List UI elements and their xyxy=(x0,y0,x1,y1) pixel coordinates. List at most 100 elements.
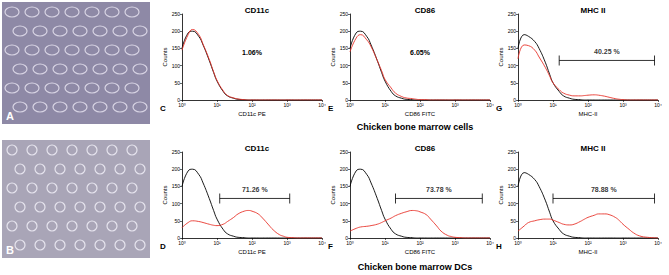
svg-text:10⁴: 10⁴ xyxy=(318,240,326,246)
svg-text:10⁴: 10⁴ xyxy=(318,102,326,108)
svg-text:10⁴: 10⁴ xyxy=(654,102,662,108)
svg-text:1.06%: 1.06% xyxy=(242,49,263,56)
svg-text:10⁰: 10⁰ xyxy=(346,240,354,246)
svg-text:H: H xyxy=(496,242,502,251)
svg-text:0: 0 xyxy=(513,235,516,241)
svg-text:10⁰: 10⁰ xyxy=(514,240,522,246)
svg-text:200: 200 xyxy=(172,166,181,172)
svg-text:10²: 10² xyxy=(248,102,256,108)
svg-text:100: 100 xyxy=(340,63,349,69)
svg-text:Counts: Counts xyxy=(330,47,336,66)
svg-text:10¹: 10¹ xyxy=(213,240,221,246)
svg-text:73.78 %: 73.78 % xyxy=(426,186,452,193)
svg-text:Counts: Counts xyxy=(498,185,504,204)
svg-text:C: C xyxy=(160,104,166,113)
svg-text:200: 200 xyxy=(508,166,517,172)
svg-text:Counts: Counts xyxy=(498,47,504,66)
svg-text:150: 150 xyxy=(172,183,181,189)
svg-text:100: 100 xyxy=(508,201,517,207)
svg-text:200: 200 xyxy=(508,28,517,34)
svg-text:10¹: 10¹ xyxy=(213,102,221,108)
svg-text:100: 100 xyxy=(340,201,349,207)
svg-text:200: 200 xyxy=(340,28,349,34)
svg-text:50: 50 xyxy=(342,80,348,86)
svg-text:250: 250 xyxy=(508,11,517,17)
svg-text:MHC-II: MHC-II xyxy=(579,111,598,117)
svg-text:100: 100 xyxy=(172,63,181,69)
svg-text:CD11c: CD11c xyxy=(245,6,270,15)
svg-text:0: 0 xyxy=(177,235,180,241)
svg-text:250: 250 xyxy=(172,149,181,155)
svg-text:10⁰: 10⁰ xyxy=(178,240,186,246)
svg-text:Counts: Counts xyxy=(162,185,168,204)
svg-text:150: 150 xyxy=(508,183,517,189)
svg-text:10⁰: 10⁰ xyxy=(346,102,354,108)
svg-text:200: 200 xyxy=(340,166,349,172)
svg-text:0: 0 xyxy=(345,97,348,103)
svg-text:10⁰: 10⁰ xyxy=(178,102,186,108)
svg-text:250: 250 xyxy=(172,11,181,17)
svg-text:CD86 FITC: CD86 FITC xyxy=(405,249,436,255)
svg-text:10³: 10³ xyxy=(619,102,627,108)
svg-text:10¹: 10¹ xyxy=(381,240,389,246)
svg-text:10²: 10² xyxy=(416,102,424,108)
svg-text:10¹: 10¹ xyxy=(381,102,389,108)
svg-text:10³: 10³ xyxy=(283,102,291,108)
svg-text:10³: 10³ xyxy=(619,240,627,246)
svg-text:A: A xyxy=(6,110,14,122)
svg-text:CD11c PE: CD11c PE xyxy=(238,249,266,255)
svg-text:MHC-II: MHC-II xyxy=(579,249,598,255)
svg-text:Counts: Counts xyxy=(162,47,168,66)
svg-text:E: E xyxy=(328,104,334,113)
svg-text:10¹: 10¹ xyxy=(549,240,557,246)
svg-text:10¹: 10¹ xyxy=(549,102,557,108)
svg-text:6.05%: 6.05% xyxy=(410,49,431,56)
svg-text:0: 0 xyxy=(177,97,180,103)
svg-text:Counts: Counts xyxy=(330,185,336,204)
svg-text:0: 0 xyxy=(513,97,516,103)
svg-text:10³: 10³ xyxy=(283,240,291,246)
svg-text:10²: 10² xyxy=(584,240,592,246)
svg-text:150: 150 xyxy=(340,45,349,51)
svg-text:50: 50 xyxy=(174,80,180,86)
svg-text:150: 150 xyxy=(340,183,349,189)
svg-text:10⁴: 10⁴ xyxy=(486,240,494,246)
svg-text:MHC II: MHC II xyxy=(581,144,606,153)
svg-text:50: 50 xyxy=(174,218,180,224)
svg-text:CD86: CD86 xyxy=(415,6,436,15)
svg-text:100: 100 xyxy=(508,63,517,69)
svg-text:10³: 10³ xyxy=(451,102,459,108)
svg-text:Chicken bone marrow DCs: Chicken bone marrow DCs xyxy=(358,262,473,272)
svg-text:Chicken bone marrow cells: Chicken bone marrow cells xyxy=(357,122,474,132)
svg-text:10⁴: 10⁴ xyxy=(654,240,662,246)
svg-text:50: 50 xyxy=(510,218,516,224)
svg-text:B: B xyxy=(6,244,14,256)
svg-text:150: 150 xyxy=(172,45,181,51)
svg-text:40.25 %: 40.25 % xyxy=(594,48,620,55)
svg-text:10²: 10² xyxy=(416,240,424,246)
svg-text:MHC II: MHC II xyxy=(581,6,606,15)
svg-text:CD86: CD86 xyxy=(415,144,436,153)
svg-text:250: 250 xyxy=(508,149,517,155)
svg-text:200: 200 xyxy=(172,28,181,34)
svg-text:F: F xyxy=(328,242,333,251)
svg-text:250: 250 xyxy=(340,11,349,17)
svg-text:50: 50 xyxy=(342,218,348,224)
svg-text:250: 250 xyxy=(340,149,349,155)
svg-text:100: 100 xyxy=(172,201,181,207)
svg-text:CD11c: CD11c xyxy=(245,144,270,153)
svg-text:10⁴: 10⁴ xyxy=(486,102,494,108)
svg-text:10²: 10² xyxy=(248,240,256,246)
svg-text:78.88 %: 78.88 % xyxy=(591,186,617,193)
svg-text:50: 50 xyxy=(510,80,516,86)
svg-text:10³: 10³ xyxy=(451,240,459,246)
svg-text:10⁰: 10⁰ xyxy=(514,102,522,108)
svg-text:D: D xyxy=(160,242,166,251)
svg-text:G: G xyxy=(496,104,502,113)
svg-text:CD11c PE: CD11c PE xyxy=(238,111,266,117)
svg-text:0: 0 xyxy=(345,235,348,241)
svg-text:150: 150 xyxy=(508,45,517,51)
svg-text:10²: 10² xyxy=(584,102,592,108)
svg-text:71.26 %: 71.26 % xyxy=(242,186,268,193)
svg-text:CD86 FITC: CD86 FITC xyxy=(405,111,436,117)
